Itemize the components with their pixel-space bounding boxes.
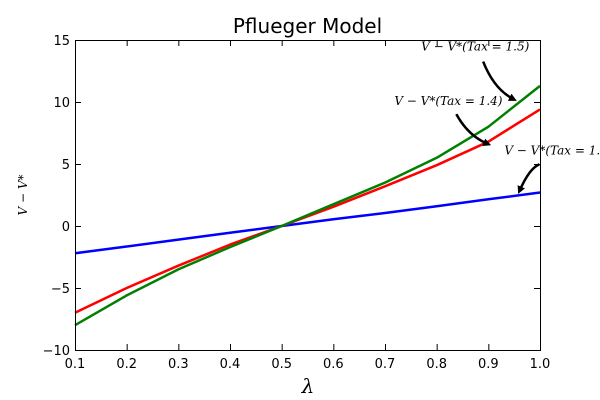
y-axis-label: V − V* — [16, 174, 30, 215]
annotation-arrow — [482, 61, 517, 101]
plot-frame — [75, 40, 541, 351]
annotation-label: V − V*(Tax = 1.5) — [421, 40, 529, 54]
series-line-2 — [74, 84, 541, 327]
y-tick-label: 15 — [53, 34, 70, 49]
annotation-label: V − V*(Tax = 1.4) — [394, 94, 502, 108]
x-tick-label: 0.5 — [271, 357, 292, 372]
x-tick-label: 0.3 — [168, 357, 189, 372]
y-tick-label: 10 — [53, 96, 70, 111]
ticks-layer: 0.1 0.2 0.3 0.4 0.5 0.6 0.7 0.8 0.9 1.0 −10 −5 0 5 10 1… — [43, 34, 551, 372]
y-tick-label: −5 — [51, 282, 70, 297]
x-tick-label: 0.9 — [478, 357, 499, 372]
x-tick-label: 0.1 — [65, 357, 86, 372]
y-tick-label: −10 — [43, 344, 70, 359]
x-tick-label: 1.0 — [530, 357, 551, 372]
x-tick-label: 0.2 — [116, 357, 137, 372]
annotation-arrow — [455, 113, 492, 147]
annotations-layer: V − V*(Tax = 1.5) V − V*(Tax = 1.4) V − V*… — [394, 40, 600, 195]
annotation-label: V − V*(Tax = 1. — [504, 143, 600, 157]
lines-layer — [74, 84, 541, 327]
series-line-0 — [74, 191, 541, 255]
series-line-1 — [74, 108, 541, 314]
y-tick-label: 0 — [62, 220, 70, 235]
annotation-arrow — [517, 163, 540, 195]
y-tick-label: 5 — [62, 158, 70, 173]
chart-title: Pflueger Model — [233, 14, 382, 38]
x-tick-label: 0.8 — [426, 357, 447, 372]
x-tick-label: 0.4 — [220, 357, 241, 372]
x-tick-label: 0.6 — [323, 357, 344, 372]
x-axis-label: λ — [301, 374, 315, 398]
x-tick-label: 0.7 — [375, 357, 396, 372]
